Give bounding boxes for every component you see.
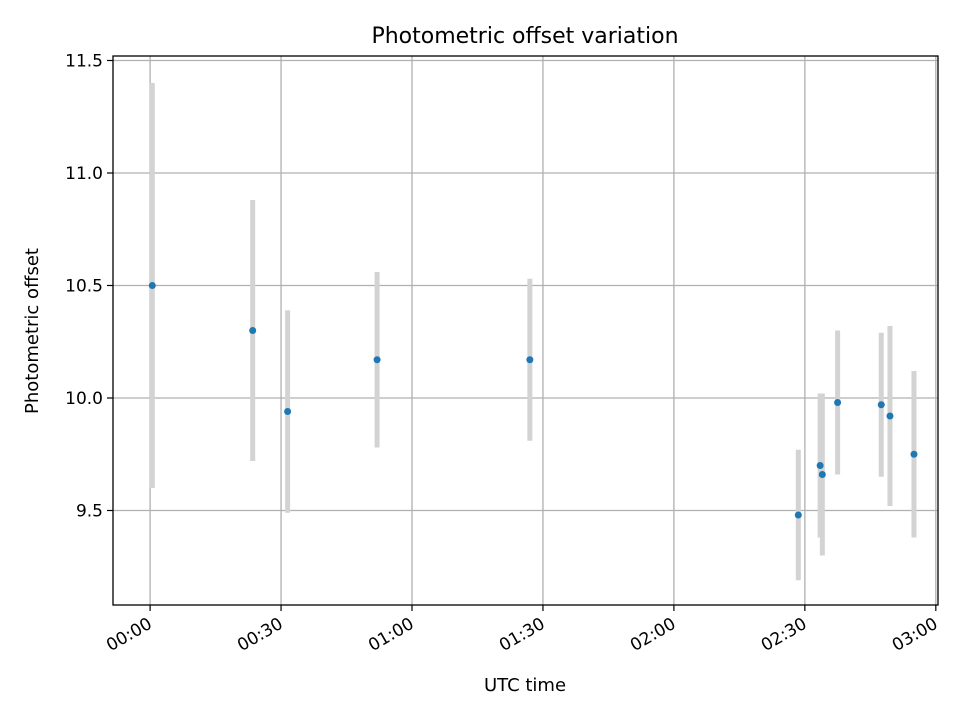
data-point <box>886 412 894 420</box>
plot-frame <box>112 55 939 606</box>
data-point <box>148 282 156 289</box>
y-tick-label: 10.0 <box>65 389 103 409</box>
chart-title: Photometric offset variation <box>371 24 678 49</box>
data-points <box>148 282 918 519</box>
data-point <box>816 462 824 469</box>
y-tick-label: 11.0 <box>65 164 103 184</box>
y-axis-label: Photometric offset <box>22 248 43 414</box>
y-tick-label: 11.5 <box>65 52 103 72</box>
data-point <box>818 471 826 478</box>
data-point <box>910 450 918 458</box>
data-point <box>794 511 802 519</box>
data-point <box>284 408 292 415</box>
data-point <box>249 327 257 334</box>
x-axis-label: UTC time <box>484 675 566 696</box>
grid <box>113 56 938 605</box>
y-tick-label: 9.5 <box>76 502 103 522</box>
data-point <box>373 356 381 364</box>
y-tick-label: 10.5 <box>65 277 103 297</box>
data-point <box>834 399 842 406</box>
data-point <box>877 401 885 409</box>
data-point <box>526 356 534 364</box>
y-axis-ticks: 9.5 10.0 10.5 11.0 11.5 <box>65 52 113 522</box>
